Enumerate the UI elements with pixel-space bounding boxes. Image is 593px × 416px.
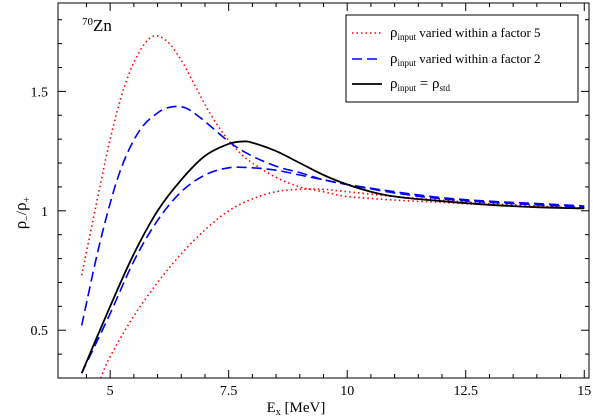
y-tick-label: 1.5	[31, 85, 49, 100]
nuclide-annotation: 70Zn	[82, 16, 112, 35]
x-tick-label: 15	[577, 384, 591, 399]
y-tick-label: 1	[41, 205, 48, 220]
x-tick-label: 12.5	[453, 384, 478, 399]
nuclide-element: Zn	[93, 16, 112, 35]
series-1-line-1	[80, 166, 585, 374]
y-axis-label: ρ−/ρ+	[11, 196, 33, 229]
tick-layer: 5 7.5 10 12.5 15 0.5 1 1.5	[31, 3, 591, 399]
x-axis-label: Ex [MeV]	[267, 400, 326, 416]
legend-label-factor2: ρinput varied within a factor 2	[390, 51, 541, 68]
series-1-line-0	[80, 105, 585, 326]
nuclide-mass: 70	[82, 16, 94, 28]
legend-box	[345, 14, 579, 103]
legend-label-std: ρinput = ρstd	[390, 76, 450, 93]
series-layer	[80, 34, 585, 379]
x-tick-label: 10	[340, 384, 354, 399]
series-0-line-1	[99, 188, 585, 379]
series-2-line-0	[80, 140, 585, 374]
x-tick-label: 7.5	[220, 384, 238, 399]
x-tick-label: 5	[107, 384, 114, 399]
legend: ρinput varied within a factor 5 ρinput v…	[345, 14, 579, 103]
legend-label-factor5: ρinput varied within a factor 5	[390, 25, 541, 42]
y-tick-label: 0.5	[31, 324, 49, 339]
